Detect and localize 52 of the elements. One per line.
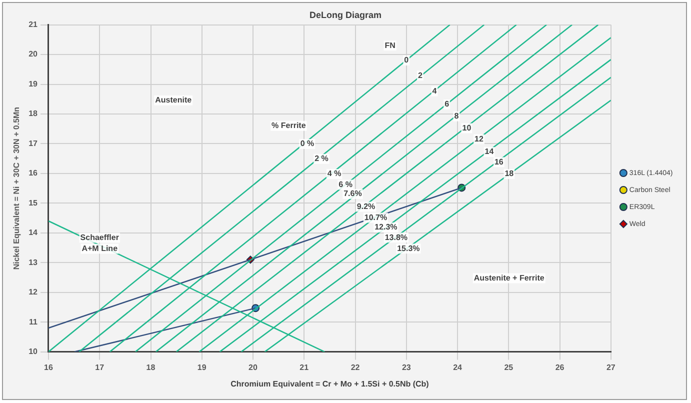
annotation: Austenite: [155, 96, 192, 105]
annotation: 6 %: [338, 180, 352, 189]
annotation: 10.7%: [364, 212, 388, 222]
annotation: 9.2%: [356, 202, 376, 211]
annotation: 6: [444, 100, 450, 109]
y-tick-label: 10: [28, 347, 38, 356]
y-tick-label: 19: [28, 79, 38, 88]
x-tick-label: 22: [350, 362, 360, 372]
annotation: 18: [504, 169, 514, 178]
annotation: 8: [454, 112, 460, 121]
annotation: 16: [494, 157, 504, 166]
annotation: 4 %: [327, 169, 342, 178]
y-tick-label: 17: [28, 138, 38, 148]
annotation: 4: [432, 86, 438, 96]
annotation: 13.8%: [384, 232, 408, 242]
x-tick-label: 17: [95, 362, 105, 372]
x-tick-label: 19: [197, 362, 207, 372]
annotation: 2 %: [314, 154, 328, 164]
x-axis-title: Chromium Equivalent = Cr + Mo + 1.5Si + 0.5Nb (Cb): [230, 379, 430, 388]
annotation: FN: [384, 40, 396, 50]
y-tick-label: 18: [28, 109, 38, 118]
annotation: 0: [404, 56, 410, 65]
annotation: 12.3%: [374, 222, 398, 232]
x-tick-label: 27: [606, 362, 616, 372]
x-tick-label: 21: [300, 362, 310, 372]
annotation: 12: [474, 134, 484, 144]
x-tick-label: 23: [402, 362, 412, 372]
y-tick-label: 21: [28, 20, 38, 30]
x-tick-label: 20: [248, 362, 258, 372]
chart-title: DeLong Diagram: [309, 10, 382, 20]
annotation: 15.3%: [397, 244, 420, 253]
annotation: Austenite + Ferrite: [474, 273, 545, 282]
y-tick-label: 16: [28, 168, 38, 178]
annotation: % Ferrite: [272, 121, 306, 130]
y-tick-label: 11: [29, 317, 38, 326]
annotation: 14: [484, 147, 494, 156]
x-tick-label: 16: [44, 362, 54, 372]
x-tick-label: 25: [504, 362, 514, 372]
annotation: 0 %: [300, 139, 314, 148]
y-tick-label: 14: [28, 228, 38, 238]
y-tick-label: 13: [28, 258, 38, 267]
y-axis-title: Nickel Equivalent = Ni + 30C + 30N + 0.5Mn: [12, 106, 22, 270]
annotation: 10: [462, 123, 472, 132]
x-tick-label: 24: [453, 362, 463, 372]
annotation: 7.6%: [344, 189, 362, 198]
x-tick-label: 26: [555, 362, 565, 372]
y-tick-label: 12: [28, 288, 38, 297]
y-tick-label: 20: [28, 50, 38, 59]
annotation: Schaeffler A+M Line: [80, 233, 119, 253]
y-tick-label: 15: [28, 198, 38, 208]
x-tick-label: 18: [146, 362, 156, 372]
annotation: 2: [418, 70, 423, 80]
